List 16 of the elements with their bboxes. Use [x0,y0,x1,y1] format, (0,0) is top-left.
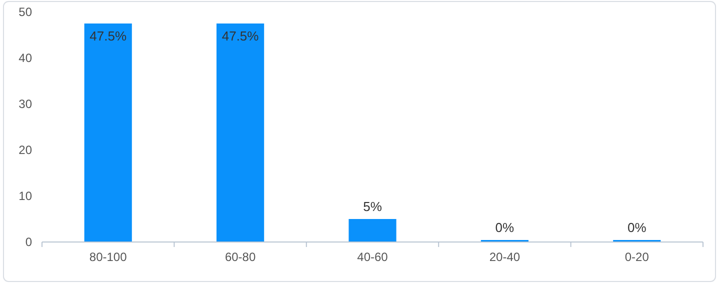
data-label: 5% [363,199,382,214]
data-label: 0% [628,220,647,235]
x-tick-label: 80-100 [89,250,128,264]
x-tick-label: 20-40 [489,250,520,264]
data-label: 47.5% [90,28,127,44]
data-label: 47.5% [222,28,260,44]
y-tick-label: 10 [18,189,32,204]
x-tick-label: 60-80 [224,250,256,264]
y-tick-label: 40 [18,51,32,66]
x-tick-label: 0-20 [624,250,650,264]
y-tick-label: 50 [18,5,32,20]
y-tick-label: 0 [25,235,32,250]
data-label: 0% [495,220,515,235]
x-tick-label: 40-60 [357,250,388,264]
y-tick-label: 30 [18,97,32,112]
y-tick-label: 20 [18,143,32,158]
